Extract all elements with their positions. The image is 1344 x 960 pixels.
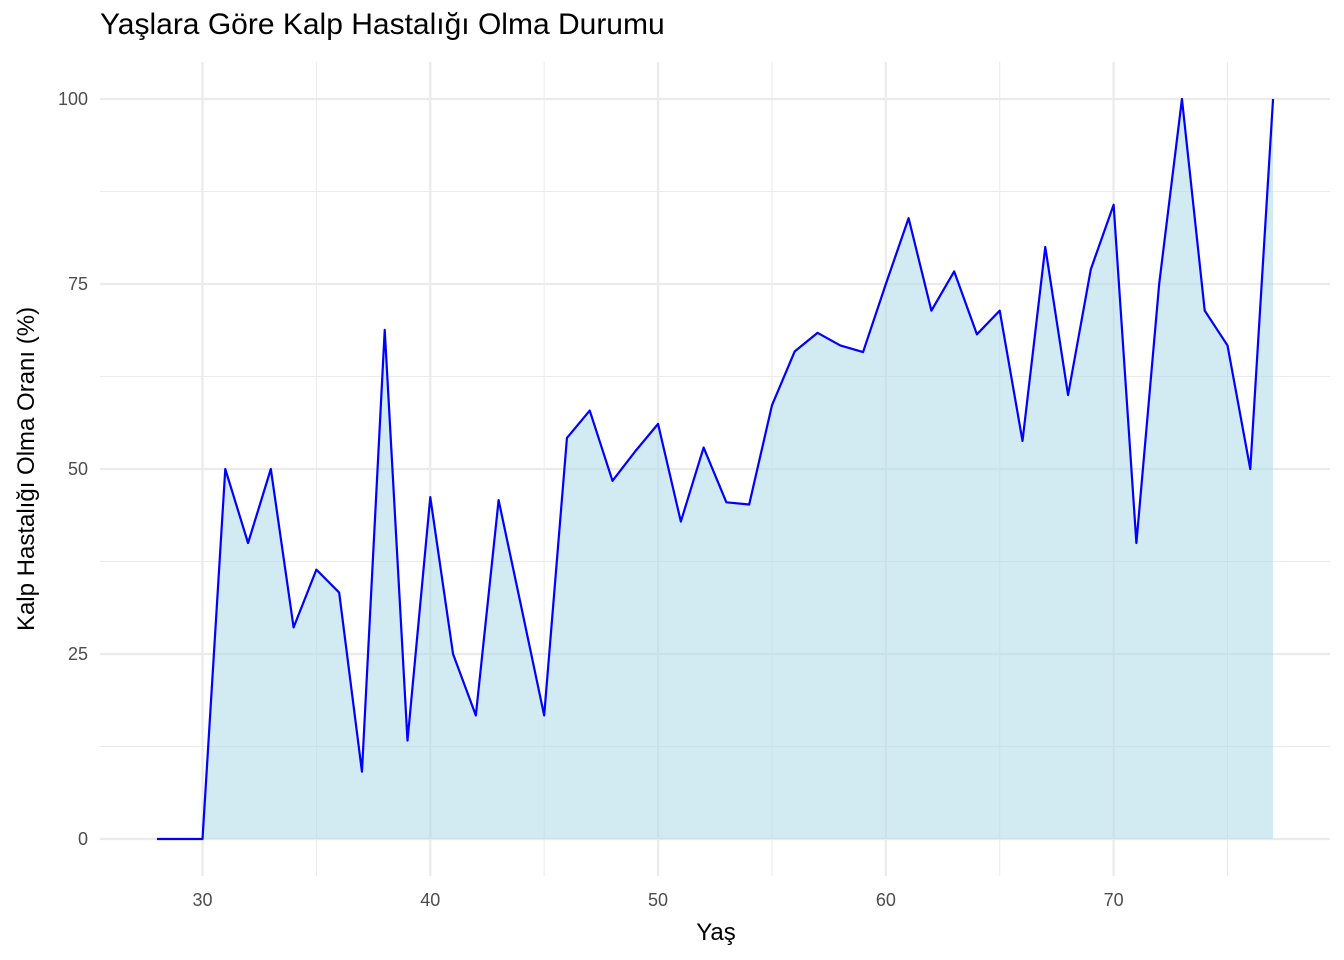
y-tick-label: 50 <box>68 459 88 479</box>
x-axis-title: Yaş <box>696 919 736 946</box>
x-tick-label: 50 <box>648 890 668 910</box>
x-tick-label: 70 <box>1104 890 1124 910</box>
y-axis-title: Kalp Hastalığı Olma Oranı (%) <box>13 307 40 631</box>
y-tick-label: 25 <box>68 644 88 664</box>
chart-title: Yaşlara Göre Kalp Hastalığı Olma Durumu <box>100 8 665 41</box>
y-tick-label: 100 <box>58 89 88 109</box>
x-tick-label: 60 <box>876 890 896 910</box>
x-tick-label: 30 <box>192 890 212 910</box>
tick-layer: 30 40 50 60 70 0 25 50 75 100 <box>58 89 1124 910</box>
y-tick-label: 0 <box>78 829 88 849</box>
y-tick-label: 75 <box>68 274 88 294</box>
data-layer <box>156 97 1275 841</box>
area-fill <box>156 99 1274 839</box>
series-line <box>156 97 1275 841</box>
x-tick-label: 40 <box>420 890 440 910</box>
